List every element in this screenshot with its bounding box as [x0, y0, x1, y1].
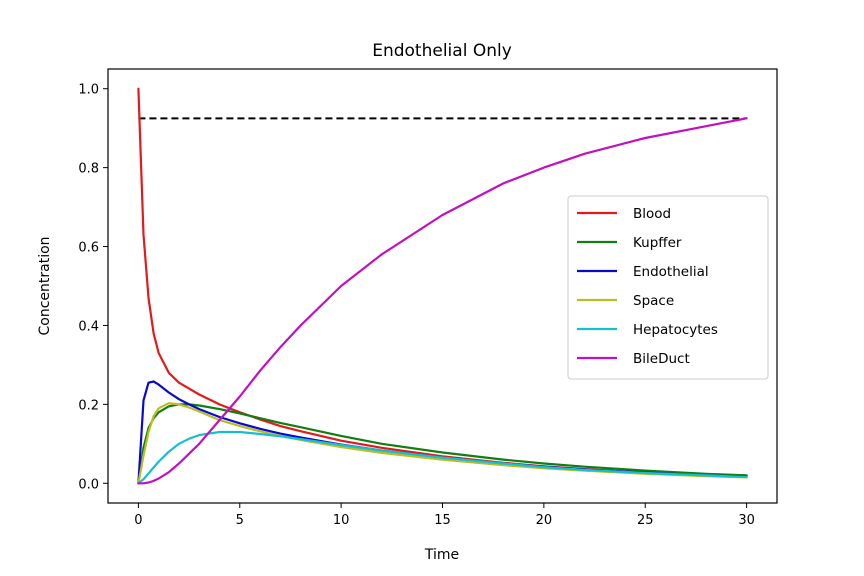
legend-label-kupffer: Kupffer: [633, 235, 682, 251]
plot-area-frame: [107, 68, 778, 504]
y-tick-label: 0.6: [78, 241, 99, 256]
y-axis-label: Concentration: [37, 236, 53, 335]
x-tick-label: 5: [236, 513, 244, 528]
y-tick-label: 0.0: [78, 477, 99, 492]
legend-box: [567, 195, 769, 380]
x-axis-label: Time: [424, 547, 459, 563]
x-tick-label: 30: [738, 513, 755, 528]
x-tick-label: 10: [333, 513, 350, 528]
y-axis-ticks: 0.0 0.2 0.4 0.6 0.8 1.0: [78, 83, 108, 492]
legend: Blood Kupffer Endothelial Space Hepatocytes B…: [567, 195, 769, 380]
y-tick-label: 1.0: [78, 83, 99, 98]
series-line-kupffer: [137, 403, 748, 485]
legend-label-endothelial: Endothelial: [633, 264, 709, 280]
legend-label-blood: Blood: [633, 206, 671, 222]
series-line-bileduct: [137, 117, 748, 485]
legend-label-space: Space: [633, 293, 674, 309]
x-tick-label: 15: [434, 513, 451, 528]
legend-label-hepatocytes: Hepatocytes: [633, 322, 718, 338]
y-tick-label: 0.4: [78, 319, 99, 334]
x-tick-label: 0: [134, 513, 142, 528]
y-tick-label: 0.2: [78, 398, 99, 413]
x-tick-label: 20: [536, 513, 553, 528]
y-tick-label: 0.8: [78, 162, 99, 177]
x-axis-ticks: 0 5 10 15 20 25 30: [134, 503, 755, 528]
plot-lines: [137, 87, 748, 485]
x-tick-label: 25: [637, 513, 654, 528]
chart-title: Endothelial Only: [372, 41, 512, 61]
legend-label-bileduct: BileDuct: [633, 351, 690, 367]
series-line-hepatocytes: [137, 430, 748, 485]
